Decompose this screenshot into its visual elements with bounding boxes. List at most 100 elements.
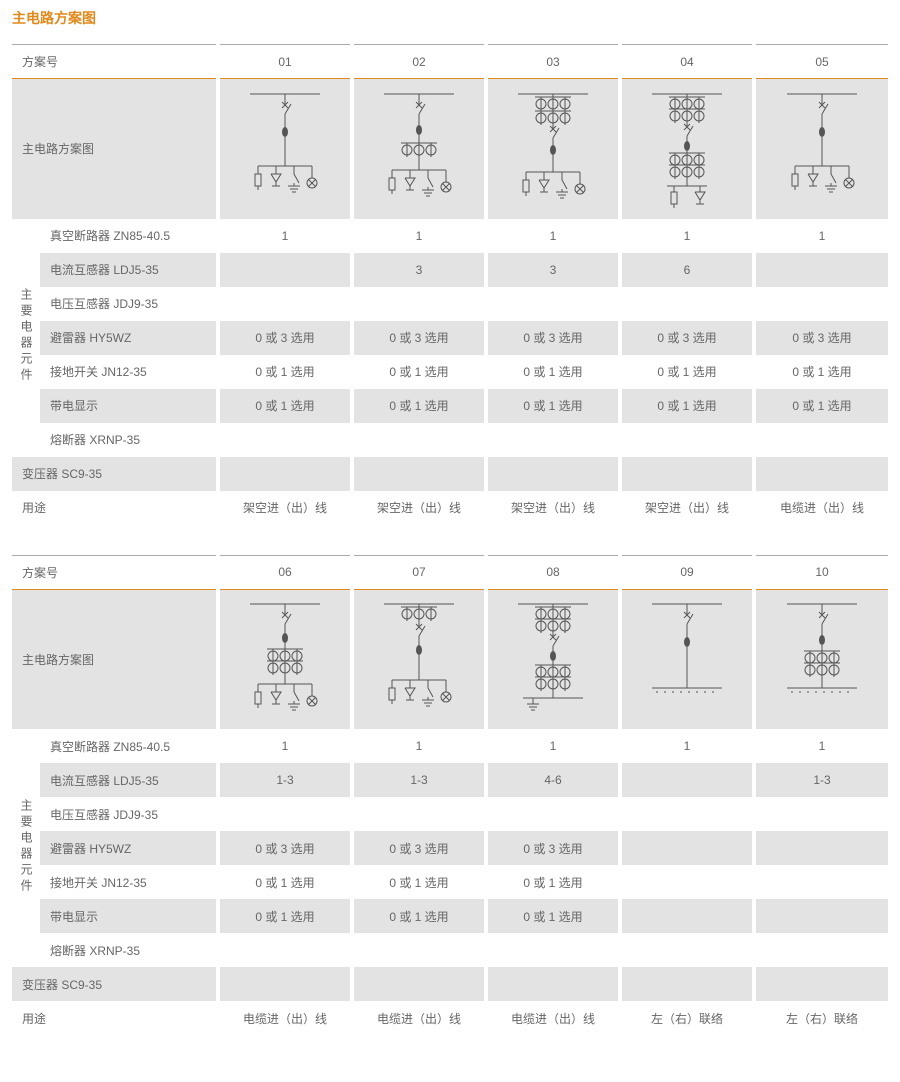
row-live: 带电显示0 或 1 选用0 或 1 选用0 或 1 选用0 或 1 选用0 或 … xyxy=(12,389,888,423)
scheme-col-08: 08 xyxy=(486,555,620,589)
diagram-row-label: 主电路方案图 xyxy=(12,589,218,729)
value-cell xyxy=(754,253,888,287)
value-cell xyxy=(754,967,888,1001)
value-cell xyxy=(218,287,352,321)
diagram-cell-10 xyxy=(754,589,888,729)
value-cell xyxy=(754,423,888,457)
diagram-cell-01 xyxy=(218,79,352,219)
row-ct: 电流互感器 LDJ5-351-31-34-61-3 xyxy=(12,763,888,797)
value-cell: 0 或 1 选用 xyxy=(486,355,620,389)
value-cell: 电缆进（出）线 xyxy=(486,1001,620,1035)
row-pt: 电压互感器 JDJ9-35 xyxy=(12,287,888,321)
diagram-row: 主电路方案图 xyxy=(12,589,888,729)
value-cell: 0 或 1 选用 xyxy=(754,389,888,423)
component-label: 接地开关 JN12-35 xyxy=(40,355,218,389)
value-cell xyxy=(620,797,754,831)
component-label: 熔断器 XRNP-35 xyxy=(40,933,218,967)
value-cell xyxy=(754,865,888,899)
value-cell: 1 xyxy=(352,729,486,763)
value-cell: 0 或 1 选用 xyxy=(620,355,754,389)
value-cell xyxy=(620,899,754,933)
value-cell xyxy=(352,287,486,321)
value-cell: 0 或 1 选用 xyxy=(352,389,486,423)
page-title: 主电路方案图 xyxy=(12,8,888,28)
diagram-cell-05 xyxy=(754,79,888,219)
diagram-cell-09 xyxy=(620,589,754,729)
row-breaker: 主要电器元件真空断路器 ZN85-40.511111 xyxy=(12,219,888,253)
value-cell: 0 或 1 选用 xyxy=(218,389,352,423)
value-cell xyxy=(620,423,754,457)
value-cell: 0 或 3 选用 xyxy=(754,321,888,355)
value-cell: 1 xyxy=(754,729,888,763)
value-cell xyxy=(486,933,620,967)
value-cell: 0 或 1 选用 xyxy=(352,865,486,899)
scheme-number-label: 方案号 xyxy=(12,45,218,79)
row-usage: 用途架空进（出）线架空进（出）线架空进（出）线架空进（出）线电缆进（出）线 xyxy=(12,491,888,525)
component-label: 带电显示 xyxy=(40,899,218,933)
value-cell: 1-3 xyxy=(352,763,486,797)
scheme-col-03: 03 xyxy=(486,45,620,79)
value-cell xyxy=(352,423,486,457)
value-cell xyxy=(352,457,486,491)
value-cell xyxy=(754,933,888,967)
row-ground: 接地开关 JN12-350 或 1 选用0 或 1 选用0 或 1 选用0 或 … xyxy=(12,355,888,389)
value-cell xyxy=(218,967,352,1001)
value-cell: 0 或 1 选用 xyxy=(352,899,486,933)
scheme-col-10: 10 xyxy=(754,555,888,589)
scheme-col-04: 04 xyxy=(620,45,754,79)
scheme-table-2: 方案号0607080910主电路方案图主要电器元件真空断路器 ZN85-40.5… xyxy=(12,555,888,1036)
value-cell: 1 xyxy=(218,219,352,253)
row-ground: 接地开关 JN12-350 或 1 选用0 或 1 选用0 或 1 选用 xyxy=(12,865,888,899)
value-cell xyxy=(486,423,620,457)
value-cell: 0 或 3 选用 xyxy=(352,831,486,865)
value-cell xyxy=(218,253,352,287)
diagram-row: 主电路方案图 xyxy=(12,79,888,219)
value-cell: 0 或 1 选用 xyxy=(486,865,620,899)
component-label: 电压互感器 JDJ9-35 xyxy=(40,797,218,831)
value-cell xyxy=(754,899,888,933)
value-cell: 1 xyxy=(352,219,486,253)
value-cell xyxy=(620,865,754,899)
diagram-row-label: 主电路方案图 xyxy=(12,79,218,219)
value-cell: 1 xyxy=(218,729,352,763)
value-cell xyxy=(486,287,620,321)
value-cell: 左（右）联络 xyxy=(620,1001,754,1035)
value-cell xyxy=(218,797,352,831)
value-cell: 3 xyxy=(486,253,620,287)
diagram-cell-04 xyxy=(620,79,754,219)
value-cell xyxy=(754,457,888,491)
diagram-cell-03 xyxy=(486,79,620,219)
value-cell: 0 或 3 选用 xyxy=(352,321,486,355)
usage-label: 用途 xyxy=(12,491,218,525)
scheme-col-05: 05 xyxy=(754,45,888,79)
row-pt: 电压互感器 JDJ9-35 xyxy=(12,797,888,831)
value-cell xyxy=(754,831,888,865)
value-cell: 0 或 3 选用 xyxy=(486,831,620,865)
value-cell xyxy=(620,763,754,797)
value-cell: 0 或 3 选用 xyxy=(620,321,754,355)
row-arrester: 避雷器 HY5WZ0 或 3 选用0 或 3 选用0 或 3 选用 xyxy=(12,831,888,865)
row-fuse: 熔断器 XRNP-35 xyxy=(12,423,888,457)
value-cell: 0 或 1 选用 xyxy=(486,389,620,423)
component-label: 真空断路器 ZN85-40.5 xyxy=(40,219,218,253)
header-row: 方案号0102030405 xyxy=(12,45,888,79)
value-cell: 架空进（出）线 xyxy=(218,491,352,525)
component-label: 避雷器 HY5WZ xyxy=(40,831,218,865)
value-cell: 0 或 1 选用 xyxy=(218,899,352,933)
scheme-col-06: 06 xyxy=(218,555,352,589)
value-cell: 0 或 1 选用 xyxy=(754,355,888,389)
value-cell: 0 或 1 选用 xyxy=(620,389,754,423)
value-cell: 电缆进（出）线 xyxy=(218,1001,352,1035)
row-transformer: 变压器 SC9-35 xyxy=(12,457,888,491)
diagram-cell-02 xyxy=(352,79,486,219)
value-cell: 3 xyxy=(352,253,486,287)
scheme-table-1: 方案号0102030405主电路方案图主要电器元件真空断路器 ZN85-40.5… xyxy=(12,44,888,525)
usage-label: 用途 xyxy=(12,1001,218,1035)
components-group-label: 主要电器元件 xyxy=(12,729,40,967)
component-label: 真空断路器 ZN85-40.5 xyxy=(40,729,218,763)
value-cell: 左（右）联络 xyxy=(754,1001,888,1035)
row-transformer: 变压器 SC9-35 xyxy=(12,967,888,1001)
value-cell: 0 或 3 选用 xyxy=(218,831,352,865)
diagram-cell-06 xyxy=(218,589,352,729)
header-row: 方案号0607080910 xyxy=(12,555,888,589)
